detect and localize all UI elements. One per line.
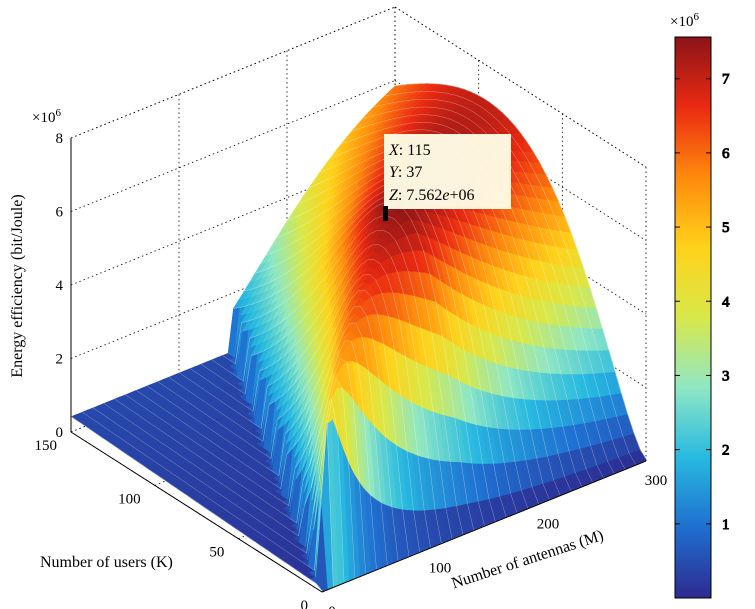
surface-mesh-line [222, 202, 474, 530]
data-tip: X: 115 Y: 37 Z: 7.562e+06 [383, 134, 511, 221]
surface-mesh-line [200, 229, 453, 539]
z-axis-label: Energy efficiency (bit/Joule) [9, 194, 26, 377]
z-tick-label: 2 [56, 352, 64, 368]
colorbar-ticks: 1 2 3 4 5 6 7 [675, 71, 731, 533]
surface-cell [634, 449, 647, 463]
surface-mesh-line [244, 187, 496, 522]
surface-mesh [70, 83, 647, 592]
x-tick-label: 0 [328, 604, 336, 609]
surface-mesh-line [233, 194, 485, 526]
colorbar-gradient [674, 36, 712, 599]
colorbar-tick-label: 7 [722, 72, 730, 88]
y-axis-label: Number of users (K) [40, 554, 173, 571]
data-tip-x: X: 115 [388, 142, 431, 159]
surface-mesh-line [114, 358, 366, 574]
y-tick-label: 50 [209, 545, 224, 561]
y-tick-label: 100 [118, 491, 141, 507]
y-tick-label: 150 [35, 438, 58, 454]
surface-mesh-line [211, 215, 464, 535]
x-tick-label: 100 [429, 560, 452, 576]
colorbar-tick-label: 4 [722, 294, 730, 310]
data-tip-box [384, 134, 511, 209]
colorbar-tick-label: 2 [722, 443, 730, 459]
z-tick-label: 4 [56, 278, 64, 294]
x-axis-line [321, 460, 647, 593]
surface-mesh-line [125, 340, 377, 570]
axis-lines [70, 138, 647, 593]
data-tip-y: Y: 37 [389, 164, 422, 181]
z-tick-label: 8 [56, 131, 64, 147]
colorbar: 1 2 3 4 5 6 7 ×106 [670, 11, 731, 599]
grid-line [70, 6, 396, 139]
data-tip-marker [383, 206, 388, 221]
surface-mesh-line [157, 289, 410, 557]
surface-mesh-line [395, 83, 647, 461]
y-axis-ticks: 0 50 100 150 [35, 438, 309, 609]
surface-mesh-line [92, 399, 345, 583]
z-tick-label: 6 [56, 205, 64, 221]
z-tick-label: 0 [56, 425, 64, 441]
colorbar-tick-label: 6 [722, 146, 730, 162]
surface-mesh-line [71, 416, 323, 592]
colorbar-tick-label: 5 [722, 220, 730, 236]
colorbar-tick-label: 1 [722, 517, 730, 533]
surface-mesh-line [82, 411, 334, 587]
colorbar-multiplier: ×106 [670, 11, 699, 30]
colorbar-tick-label: 3 [722, 368, 730, 384]
y-tick-label: 0 [301, 598, 309, 609]
x-axis-ticks: 0 100 200 300 [328, 473, 668, 609]
y-axis-line [70, 431, 323, 593]
surface-mesh-line [136, 322, 388, 565]
x-tick-label: 300 [645, 473, 668, 489]
surface-mesh-line [255, 180, 507, 517]
surface-mesh-line [168, 274, 420, 552]
surface-mesh-line [179, 259, 431, 548]
z-axis-ticks: 0 2 4 6 8 [56, 131, 64, 441]
x-axis-label: Number of antennas (M) [450, 527, 606, 592]
surface-mesh-line [190, 244, 442, 544]
grid-line [394, 6, 647, 168]
surface-mesh-line [146, 305, 399, 561]
z-axis-multiplier: ×106 [32, 107, 61, 126]
surface-mesh-line [103, 377, 356, 578]
data-tip-z: Z: 7.562e+06 [389, 187, 475, 204]
x-tick-label: 200 [537, 517, 560, 533]
